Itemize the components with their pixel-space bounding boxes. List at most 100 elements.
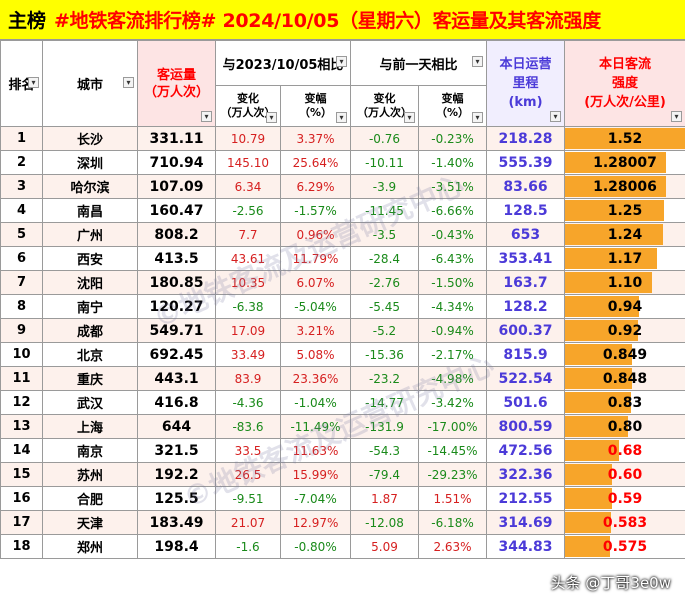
- intensity-cell: 0.848: [564, 366, 685, 391]
- yoy-pct-cell: 0.96%: [280, 222, 351, 247]
- intensity-value: 1.17: [607, 250, 643, 267]
- length-cell: 522.54: [486, 366, 566, 391]
- intensity-cell: 0.60: [564, 462, 685, 487]
- volume-cell: 180.85: [137, 270, 216, 295]
- intensity-cell: 0.59: [564, 486, 685, 511]
- footer-credit: 头条 @丁哥3e0w: [550, 574, 671, 592]
- intensity-bar: [565, 464, 613, 485]
- filter-dropdown-icon[interactable]: ▾: [336, 112, 347, 123]
- intensity-bar: [565, 200, 664, 221]
- table-row: 11 重庆 443.1 83.9 23.36% -23.2 -4.98% 522.54 0.84…: [0, 366, 685, 391]
- length-cell: 501.6: [486, 390, 566, 415]
- length-cell: 218.28: [486, 126, 566, 151]
- rank-cell: 7: [0, 270, 43, 295]
- intensity-value: 0.83: [607, 394, 643, 411]
- dod-change-cell: -15.36: [350, 342, 419, 367]
- intensity-value: 1.24: [607, 226, 643, 243]
- rank-cell: 5: [0, 222, 43, 247]
- filter-dropdown-icon[interactable]: ▾: [671, 111, 683, 122]
- dod-pct-cell: -2.17%: [417, 342, 488, 367]
- intensity-cell: 0.849: [564, 342, 685, 367]
- rank-cell: 4: [0, 198, 43, 223]
- filter-dropdown-icon[interactable]: ▾: [336, 56, 347, 67]
- dod-change-cell: -0.76: [350, 126, 419, 151]
- intensity-bar: [565, 488, 612, 509]
- intensity-value: 1.52: [607, 130, 643, 147]
- header-intensity[interactable]: 本日客流 强度 (万人次/公里) ▾: [564, 40, 685, 127]
- length-cell: 128.2: [486, 294, 566, 319]
- header-length[interactable]: 本日运营 里程 (km) ▾: [486, 40, 566, 127]
- header-yoy-group[interactable]: 与2023/10/05相比 ▾: [215, 40, 351, 86]
- volume-cell: 331.11: [137, 126, 216, 151]
- city-cell: 沈阳: [42, 270, 138, 295]
- city-cell: 合肥: [42, 486, 138, 511]
- yoy-change-cell: 145.10: [215, 150, 281, 175]
- yoy-pct-cell: 11.63%: [280, 438, 351, 463]
- filter-dropdown-icon[interactable]: ▾: [472, 56, 484, 67]
- city-cell: 南京: [42, 438, 138, 463]
- filter-dropdown-icon[interactable]: ▾: [201, 111, 212, 122]
- filter-dropdown-icon[interactable]: ▾: [266, 112, 277, 123]
- header-rank[interactable]: 排名 ▾: [0, 40, 43, 127]
- volume-cell: 321.5: [137, 438, 216, 463]
- yoy-pct-cell: -7.04%: [280, 486, 351, 511]
- city-cell: 武汉: [42, 390, 138, 415]
- intensity-cell: 1.25: [564, 198, 685, 223]
- length-cell: 212.55: [486, 486, 566, 511]
- city-cell: 重庆: [42, 366, 138, 391]
- dod-change-cell: -3.5: [350, 222, 419, 247]
- intensity-value: 0.60: [607, 466, 643, 483]
- filter-dropdown-icon[interactable]: ▾: [123, 76, 134, 88]
- filter-dropdown-icon[interactable]: ▾: [28, 76, 39, 88]
- volume-cell: 692.45: [137, 342, 216, 367]
- header-city[interactable]: 城市 ▾: [42, 40, 138, 127]
- header-dod-change[interactable]: 变化 （万人次） ▾: [350, 85, 419, 127]
- city-cell: 西安: [42, 246, 138, 271]
- intensity-bar: [565, 416, 629, 437]
- intensity-cell: 0.80: [564, 414, 685, 439]
- dod-change-cell: -79.4: [350, 462, 419, 487]
- length-cell: 815.9: [486, 342, 566, 367]
- yoy-change-cell: 83.9: [215, 366, 281, 391]
- header-yoy-pct[interactable]: 变幅 （%） ▾: [280, 85, 351, 127]
- filter-dropdown-icon[interactable]: ▾: [550, 111, 562, 122]
- table-row: 3 哈尔滨 107.09 6.34 6.29% -3.9 -3.51% 83.66 1.2800…: [0, 174, 685, 199]
- intensity-value: 0.575: [602, 538, 648, 555]
- table-row: 1 长沙 331.11 10.79 3.37% -0.76 -0.23% 218.28 1.52: [0, 126, 685, 151]
- header-yoy-label: 与2023/10/05相比: [222, 57, 344, 73]
- header-dod-pct[interactable]: 变幅 （%） ▾: [417, 85, 488, 127]
- table-row: 17 天津 183.49 21.07 12.97% -12.08 -6.18% 314.69 0…: [0, 510, 685, 535]
- table-row: 15 苏州 192.2 26.5 15.99% -79.4 -29.23% 322.36 0.6…: [0, 462, 685, 487]
- header-pct-line2: （%）: [298, 106, 333, 119]
- header-volume[interactable]: 客运量 （万人次） ▾: [137, 40, 216, 127]
- title-rest: #地铁客流排行榜# 2024/10/05（星期六）客运量及其客流强度: [54, 10, 601, 32]
- dod-change-cell: -54.3: [350, 438, 419, 463]
- table-body: 1 长沙 331.11 10.79 3.37% -0.76 -0.23% 218.28 1.52…: [0, 126, 685, 559]
- dod-change-cell: -10.11: [350, 150, 419, 175]
- volume-cell: 416.8: [137, 390, 216, 415]
- rank-cell: 16: [0, 486, 43, 511]
- length-cell: 322.36: [486, 462, 566, 487]
- intensity-value: 1.10: [607, 274, 643, 291]
- dod-change-cell: 1.87: [350, 486, 419, 511]
- dod-pct-cell: -1.40%: [417, 150, 488, 175]
- dod-change-cell: -28.4: [350, 246, 419, 271]
- yoy-pct-cell: 6.07%: [280, 270, 351, 295]
- intensity-bar: [565, 440, 619, 461]
- dod-pct-cell: -3.51%: [417, 174, 488, 199]
- dod-change-cell: -12.08: [350, 510, 419, 535]
- volume-cell: 107.09: [137, 174, 216, 199]
- intensity-cell: 0.94: [564, 294, 685, 319]
- intensity-value: 0.583: [602, 514, 648, 531]
- length-cell: 344.83: [486, 534, 566, 559]
- rank-cell: 15: [0, 462, 43, 487]
- filter-dropdown-icon[interactable]: ▾: [404, 112, 415, 123]
- header-dod-group[interactable]: 与前一天相比 ▾: [349, 40, 488, 86]
- header-length-line1: 本日运营: [499, 57, 552, 72]
- intensity-value: 1.25: [607, 202, 643, 219]
- header-yoy-change[interactable]: 变化 （万人次） ▾: [215, 85, 281, 127]
- filter-dropdown-icon[interactable]: ▾: [472, 112, 484, 123]
- yoy-pct-cell: -1.57%: [280, 198, 351, 223]
- intensity-cell: 1.10: [564, 270, 685, 295]
